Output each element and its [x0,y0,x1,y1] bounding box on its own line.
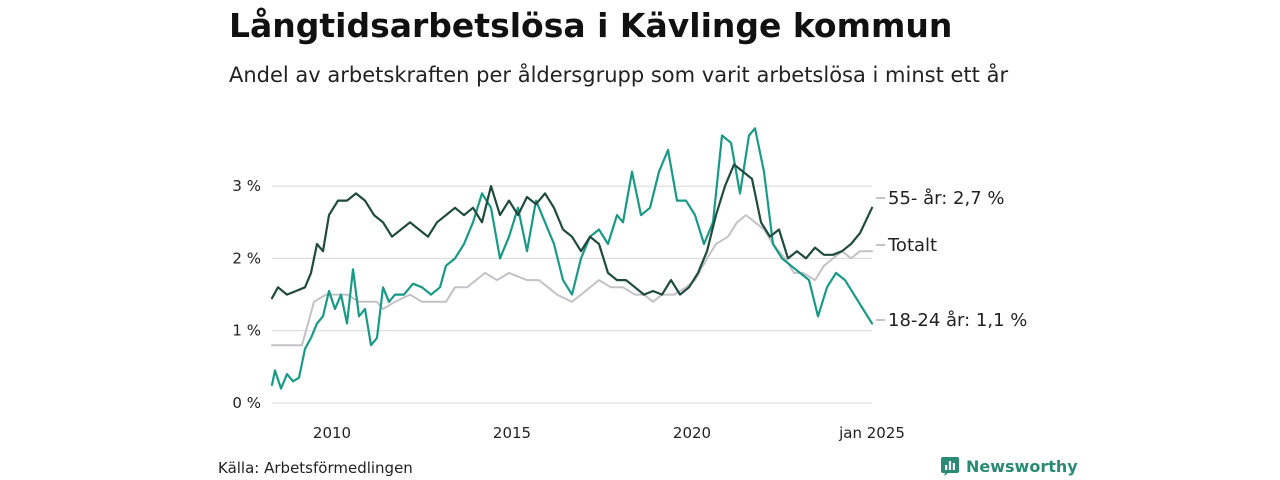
series-end-label-total: Totalt [887,235,937,256]
x-tick-label: 2015 [493,424,531,442]
y-tick-label: 3 % [232,177,261,195]
series-end-label-youth: 18-24 år: 1,1 % [888,310,1027,331]
y-tick-label: 0 % [232,394,261,412]
series-end-labels: Totalt 18-24 år: 1,1 % 55- år: 2,7 % [876,188,1027,331]
x-tick-label: 2020 [673,424,711,442]
x-axis-tick-labels: 2010 2015 2020 jan 2025 [313,424,905,442]
y-tick-label: 1 % [232,322,261,340]
gridlines [272,185,872,404]
y-axis-tick-labels: 0 % 1 % 2 % 3 % [232,177,261,412]
series-lines [270,127,874,390]
chart-subtitle: Andel av arbetskraften per åldersgrupp s… [229,63,1009,87]
series-line-total [271,214,873,347]
x-tick-label: 2010 [313,424,351,442]
newsworthy-logo: Newsworthy [940,456,1078,476]
series-line-youth [270,127,874,390]
y-tick-label: 2 % [232,249,261,267]
source-note: Källa: Arbetsförmedlingen [218,459,413,477]
series-line-senior [270,163,874,300]
bar-chart-icon [941,457,959,476]
x-tick-label: jan 2025 [838,424,905,442]
chart-title: Långtidsarbetslösa i Kävlinge kommun [229,6,953,45]
brand-name: Newsworthy [966,456,1078,476]
series-end-label-senior: 55- år: 2,7 % [888,188,1004,209]
